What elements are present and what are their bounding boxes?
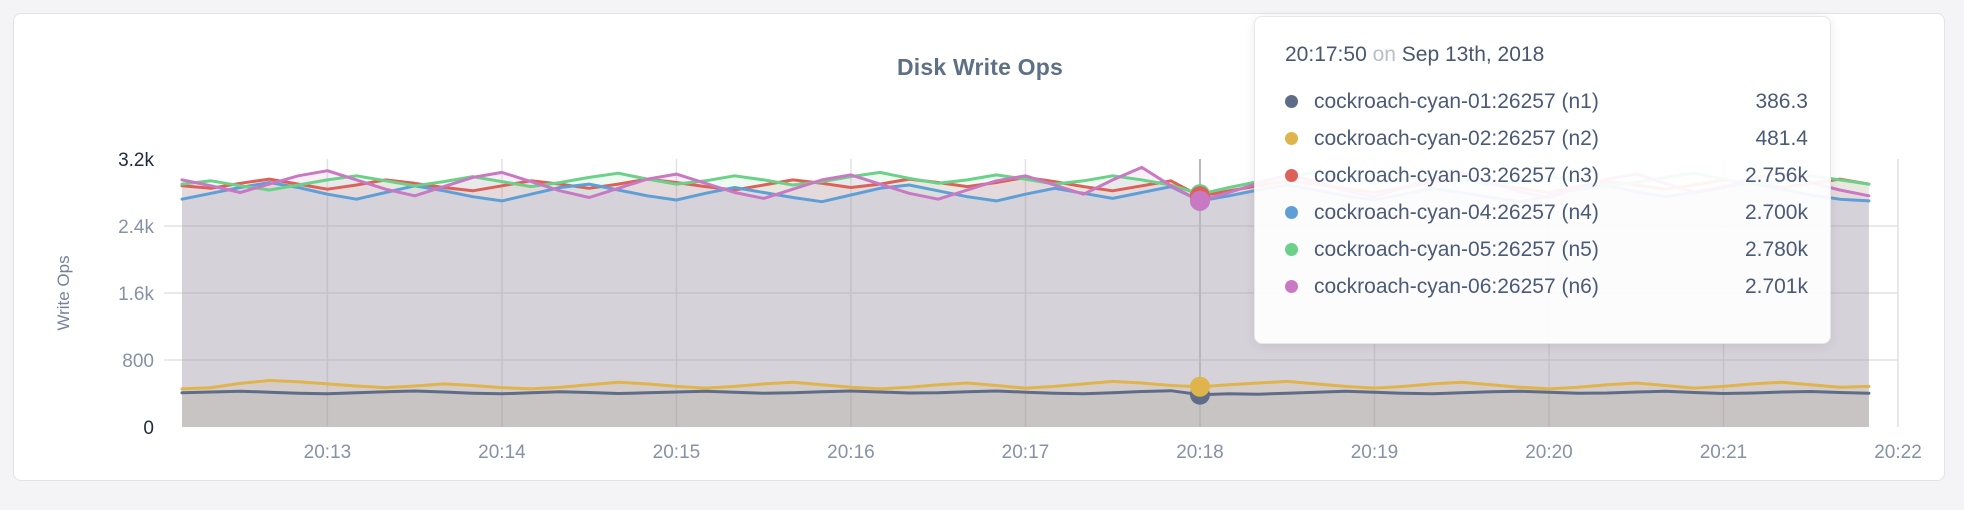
tooltip-conjunction: on xyxy=(1372,43,1396,66)
series-color-dot xyxy=(1285,243,1298,256)
series-value: 2.700k xyxy=(1744,200,1808,224)
hover-dot-2 xyxy=(1189,376,1210,397)
series-name: cockroach-cyan-06:26257 (n6) xyxy=(1314,274,1599,298)
series-name: cockroach-cyan-04:26257 (n4) xyxy=(1314,200,1599,224)
series-color-dot xyxy=(1285,206,1298,219)
series-line-2 xyxy=(180,379,1871,391)
x-axis-tick-label: 20:13 xyxy=(304,442,352,463)
series-name: cockroach-cyan-01:26257 (n1) xyxy=(1314,89,1599,113)
series-color-dot xyxy=(1285,95,1298,108)
x-axis-tick-label: 20:20 xyxy=(1525,442,1573,463)
y-axis-tick-label: 1.6k xyxy=(118,284,154,305)
x-axis-tick-label: 20:21 xyxy=(1700,442,1748,463)
tooltip-rows: cockroach-cyan-01:26257 (n1) 386.3 cockroa… xyxy=(1285,83,1808,305)
series-color-dot xyxy=(1285,280,1298,293)
series-value: 2.701k xyxy=(1744,274,1808,298)
x-axis-tick-label: 20:18 xyxy=(1176,442,1224,463)
series-name: cockroach-cyan-02:26257 (n2) xyxy=(1314,126,1599,150)
y-axis-tick-label: 0 xyxy=(143,418,154,439)
series-color-dot xyxy=(1285,132,1298,145)
tooltip-date: Sep 13th, 2018 xyxy=(1401,43,1545,66)
x-axis-tick-label: 20:19 xyxy=(1351,442,1399,463)
tooltip-row: cockroach-cyan-02:26257 (n2) 481.4 xyxy=(1285,120,1808,157)
chart-title: Disk Write Ops xyxy=(897,54,1063,80)
x-axis-tick-label: 20:15 xyxy=(653,442,701,463)
series-value: 386.3 xyxy=(1755,89,1808,113)
y-axis-title: Write Ops xyxy=(54,255,73,330)
tooltip-row: cockroach-cyan-06:26257 (n6) 2.701k xyxy=(1285,268,1808,305)
tooltip-time: 20:17:50 xyxy=(1285,43,1367,66)
series-name: cockroach-cyan-05:26257 (n5) xyxy=(1314,237,1599,261)
tooltip-row: cockroach-cyan-01:26257 (n1) 386.3 xyxy=(1285,83,1808,120)
y-axis-tick-label: 3.2k xyxy=(118,150,154,171)
series-color-dot xyxy=(1285,169,1298,182)
tooltip-row: cockroach-cyan-05:26257 (n5) 2.780k xyxy=(1285,231,1808,268)
hover-dot-6 xyxy=(1189,190,1210,211)
x-axis-tick-label: 20:17 xyxy=(1002,442,1050,463)
y-axis-tick-label: 2.4k xyxy=(118,217,154,238)
series-value: 481.4 xyxy=(1755,126,1808,150)
x-axis-tick-label: 20:22 xyxy=(1874,442,1922,463)
y-axis-tick-label: 800 xyxy=(122,351,154,372)
series-value: 2.756k xyxy=(1744,163,1808,187)
series-value: 2.780k xyxy=(1744,237,1808,261)
x-axis-tick-label: 20:14 xyxy=(478,442,526,463)
series-line-1 xyxy=(180,389,1871,397)
tooltip-row: cockroach-cyan-04:26257 (n4) 2.700k xyxy=(1285,194,1808,231)
chart-tooltip: 20:17:50 on Sep 13th, 2018 cockroach-cya… xyxy=(1254,16,1831,344)
series-name: cockroach-cyan-03:26257 (n3) xyxy=(1314,163,1599,187)
series-area-1 xyxy=(182,390,1869,427)
tooltip-title: 20:17:50 on Sep 13th, 2018 xyxy=(1285,43,1808,67)
x-axis-tick-label: 20:16 xyxy=(827,442,875,463)
chart-card: Disk Write Ops 0 800 1.6k 2.4k 3.2k 20:13 20:1… xyxy=(13,13,1945,481)
tooltip-row: cockroach-cyan-03:26257 (n3) 2.756k xyxy=(1285,157,1808,194)
